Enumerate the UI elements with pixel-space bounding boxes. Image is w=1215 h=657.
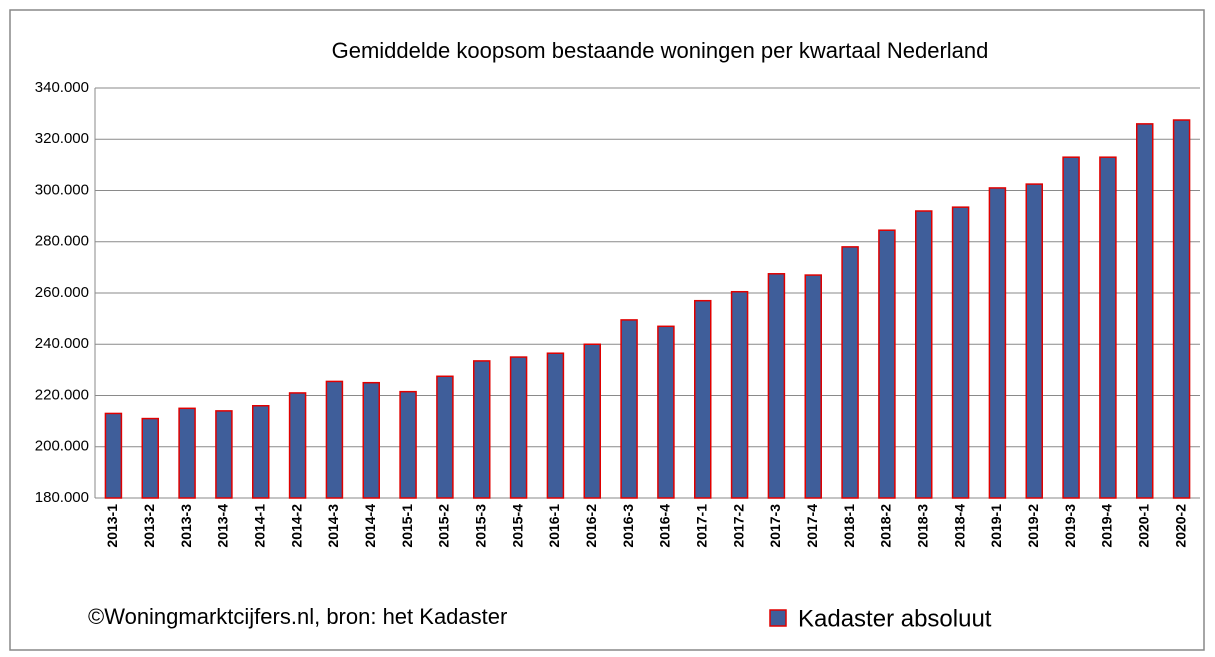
bar	[473, 360, 491, 499]
bar	[1025, 183, 1043, 499]
x-tick-label: 2020-1	[1135, 504, 1151, 548]
x-tick-label: 2015-2	[436, 504, 452, 548]
y-tick-label: 340.000	[35, 79, 89, 96]
bar	[657, 325, 675, 499]
x-tick-label: 2015-1	[399, 504, 415, 548]
source-note: ©Woningmarktcijfers.nl, bron: het Kadast…	[88, 604, 507, 629]
bar	[694, 299, 712, 499]
y-tick-label: 280.000	[35, 233, 89, 250]
bar	[325, 380, 344, 499]
x-tick-label: 2016-2	[583, 504, 599, 548]
x-tick-label: 2013-3	[178, 504, 194, 548]
x-tick-label: 2018-2	[878, 504, 894, 548]
x-tick-label: 2014-4	[362, 504, 378, 548]
x-tick-label: 2014-1	[251, 504, 267, 548]
bar	[915, 210, 933, 499]
x-tick-label: 2017-2	[730, 504, 746, 548]
x-tick-label: 2016-1	[546, 504, 562, 548]
y-tick-label: 220.000	[35, 386, 89, 403]
y-tick-label: 320.000	[35, 130, 89, 147]
x-tick-label: 2019-2	[1025, 504, 1041, 548]
y-tick-label: 260.000	[35, 284, 89, 301]
bar	[546, 352, 565, 499]
x-tick-label: 2016-3	[620, 504, 636, 548]
bar	[252, 405, 270, 499]
chart-border	[9, 9, 1205, 651]
bar	[1099, 156, 1117, 499]
x-tick-label: 2017-1	[693, 504, 709, 548]
bar	[215, 410, 233, 499]
bar	[583, 343, 601, 499]
bar	[841, 246, 859, 499]
bar	[767, 273, 786, 499]
x-tick-label: 2018-4	[951, 504, 967, 548]
y-tick-label: 240.000	[35, 335, 89, 352]
x-tick-label: 2019-1	[988, 504, 1004, 548]
bar	[951, 206, 970, 499]
bar	[436, 375, 454, 499]
bar	[988, 187, 1007, 499]
x-tick-label: 2018-3	[914, 504, 930, 548]
x-tick-label: 2017-3	[767, 504, 783, 548]
bar	[399, 390, 417, 499]
y-tick-label: 200.000	[35, 438, 89, 455]
bar	[1062, 156, 1080, 499]
x-tick-label: 2019-4	[1099, 504, 1115, 548]
y-tick-label: 180.000	[35, 489, 89, 506]
bar	[141, 417, 159, 499]
x-tick-label: 2015-3	[472, 504, 488, 548]
legend-swatch	[769, 609, 787, 627]
chart-title: Gemiddelde koopsom bestaande woningen pe…	[332, 38, 989, 63]
bar	[804, 274, 822, 499]
x-tick-label: 2020-2	[1172, 504, 1188, 548]
bar	[288, 392, 307, 499]
y-tick-label: 300.000	[35, 181, 89, 198]
x-tick-label: 2017-4	[804, 504, 820, 548]
x-tick-label: 2016-4	[657, 504, 673, 548]
bar	[1172, 119, 1191, 499]
bar	[878, 229, 896, 499]
bar	[104, 412, 123, 499]
legend-label: Kadaster absoluut	[798, 605, 992, 632]
x-tick-label: 2018-1	[841, 504, 857, 548]
x-tick-label: 2013-1	[104, 504, 120, 548]
x-tick-label: 2014-3	[325, 504, 341, 548]
bar	[509, 356, 528, 499]
x-tick-label: 2014-2	[288, 504, 304, 548]
x-tick-label: 2013-4	[215, 504, 231, 548]
bar	[1136, 123, 1154, 499]
x-tick-label: 2019-3	[1062, 504, 1078, 548]
bar	[730, 290, 749, 499]
bar	[620, 319, 638, 499]
bar	[362, 381, 380, 499]
x-tick-label: 2013-2	[141, 504, 157, 548]
bar	[178, 407, 196, 499]
x-tick-label: 2015-4	[509, 504, 525, 548]
